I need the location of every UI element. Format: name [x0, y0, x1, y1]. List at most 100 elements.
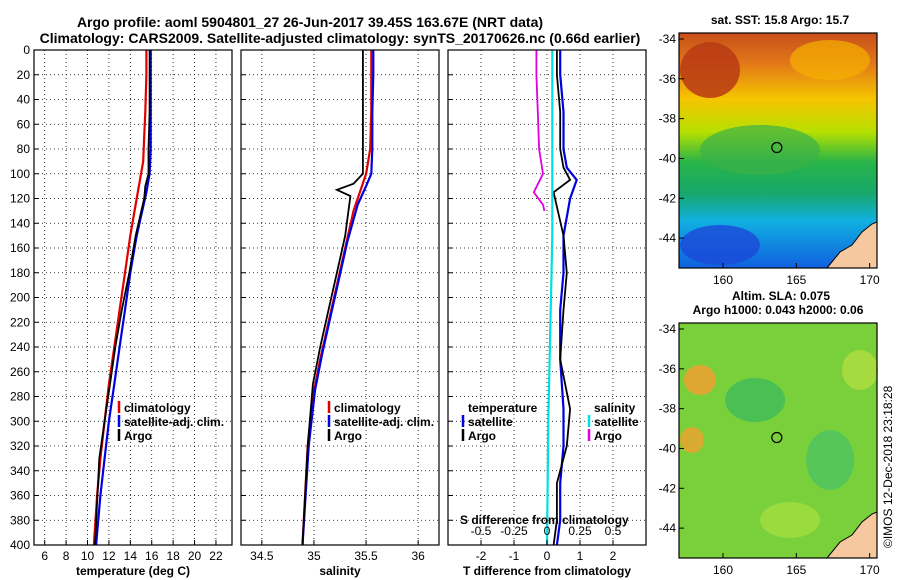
x-tick-label: 35.5 — [354, 549, 378, 563]
x-tick-label: 22 — [209, 549, 223, 563]
y-tick-label: 80 — [17, 142, 31, 156]
temperature-panel: 6 8 10 12 14 16 18 20 22 temperature (deg C) 0 20 40… — [10, 43, 233, 578]
sla-map-title-line1: Altim. SLA: 0.075 — [732, 289, 830, 303]
y-tick-label: 260 — [10, 365, 30, 379]
map-frame — [678, 32, 878, 269]
watermark: ©IMOS 12-Dec-2018 23:18:28 — [881, 385, 895, 548]
secondary-axis-label: S difference from climatology — [460, 513, 629, 527]
series-s-argo — [532, 50, 546, 212]
salinity-panel: 34.5 35 35.5 36 salinity — [240, 49, 440, 578]
x-tick-label: 1 — [577, 549, 584, 563]
y-tick-label: 240 — [10, 340, 30, 354]
y-tick-label: 280 — [10, 390, 30, 404]
legend-t-satellite: satellite — [468, 415, 513, 429]
sst-cold-patch — [680, 225, 760, 265]
profile-location-marker — [771, 141, 783, 154]
series-s-satellite — [545, 50, 554, 546]
y-tick-label: 300 — [10, 414, 30, 428]
x-axis-label: temperature (deg C) — [76, 564, 190, 578]
map-x-tick-label: 165 — [786, 563, 806, 577]
sla-low-patch — [806, 430, 854, 490]
map-y-tick-label: -34 — [659, 322, 677, 336]
salinity-legend: climatology satellite-adj. clim. Argo — [327, 401, 434, 443]
y-tick-label: 100 — [10, 167, 30, 181]
series-argo — [301, 50, 364, 546]
map-frame — [678, 322, 878, 559]
x-axis-label: T difference from climatology — [463, 564, 631, 578]
y-tick-label: 0 — [23, 43, 30, 57]
legend-argo: Argo — [334, 429, 362, 443]
y-tick-label: 340 — [10, 464, 30, 478]
sst-warm-patch — [790, 40, 870, 80]
x-tick-label: 18 — [166, 549, 180, 563]
map-y-tick-label: -44 — [659, 521, 677, 535]
series-t-argo — [552, 50, 572, 546]
sla-low-patch — [725, 378, 785, 422]
title-line1: Argo profile: aoml 5904801_27 26-Jun-201… — [77, 14, 543, 30]
map-y-tick-label: -42 — [659, 191, 677, 205]
sla-map-title-line2: Argo h1000: 0.043 h2000: 0.06 — [693, 303, 864, 317]
sst-map: 160 165 170 -34 -36 -38 -40 -42 -44 — [659, 32, 880, 287]
x-tick-label: 2 — [610, 549, 617, 563]
x-tick-label: 12 — [102, 549, 116, 563]
legend-s-satellite: satellite — [594, 415, 639, 429]
sst-map-title: sat. SST: 15.8 Argo: 15.7 — [711, 13, 850, 27]
x-tick-label: 0 — [544, 549, 551, 563]
x-tick-label: 35 — [307, 549, 321, 563]
legend-argo: Argo — [124, 429, 152, 443]
sla-high-patch — [680, 427, 704, 453]
title-line2: Climatology: CARS2009. Satellite-adjuste… — [40, 30, 641, 46]
map-y-tick-label: -36 — [659, 72, 677, 86]
map-y-tick-label: -34 — [659, 32, 677, 46]
x-tick-label: 10 — [81, 549, 95, 563]
map-x-tick-label: 170 — [860, 273, 880, 287]
series-climatology — [301, 50, 373, 546]
temperature-legend: climatology satellite-adj. clim. Argo — [117, 401, 224, 443]
y-tick-label: 200 — [10, 291, 30, 305]
y-tick-label: 60 — [17, 117, 31, 131]
map-y-tick-label: -38 — [659, 112, 677, 126]
secondary-x-tick-label: 0.25 — [568, 524, 592, 538]
map-y-tick-label: -44 — [659, 231, 677, 245]
map-y-tick-label: -36 — [659, 362, 677, 376]
profile-location-marker — [771, 431, 783, 444]
map-y-tick-label: -40 — [659, 441, 677, 455]
y-tick-label: 220 — [10, 315, 30, 329]
y-tick-label: 320 — [10, 439, 30, 453]
y-tick-label: 380 — [10, 513, 30, 527]
x-tick-label: 36 — [411, 549, 425, 563]
y-tick-label: 400 — [10, 538, 30, 552]
series-satellite-adj-clim- — [95, 50, 152, 546]
y-tick-label: 20 — [17, 68, 31, 82]
legend-climatology: climatology — [124, 401, 191, 415]
map-y-tick-label: -42 — [659, 481, 677, 495]
x-tick-label: 20 — [188, 549, 202, 563]
series-satellite-adj-clim- — [301, 50, 375, 546]
sst-cool-patch — [700, 125, 820, 175]
legend-satellite: satellite-adj. clim. — [334, 415, 434, 429]
y-tick-label: 360 — [10, 489, 30, 503]
map-y-tick-label: -40 — [659, 151, 677, 165]
x-tick-label: 16 — [145, 549, 159, 563]
y-tick-label: 120 — [10, 192, 30, 206]
legend-salinity-heading: salinity — [594, 401, 636, 415]
sla-high-patch — [760, 502, 820, 538]
x-tick-label: -2 — [476, 549, 487, 563]
y-tick-label: 180 — [10, 266, 30, 280]
x-tick-label: 14 — [124, 549, 138, 563]
y-tick-label: 160 — [10, 241, 30, 255]
x-tick-label: 34.5 — [250, 549, 274, 563]
x-tick-label: 8 — [63, 549, 70, 563]
map-y-tick-label: -38 — [659, 402, 677, 416]
map-x-tick-label: 160 — [713, 563, 733, 577]
sst-warm-patch — [680, 42, 740, 98]
secondary-x-tick-label: -0.5 — [471, 524, 492, 538]
secondary-x-tick-label: 0.5 — [605, 524, 622, 538]
secondary-x-tick-label: -0.25 — [500, 524, 528, 538]
map-x-tick-label: 165 — [786, 273, 806, 287]
y-tick-label: 140 — [10, 216, 30, 230]
sla-map: 160 165 170 -34 -36 -38 -40 -42 -44 — [659, 322, 880, 577]
legend-satellite: satellite-adj. clim. — [124, 415, 224, 429]
series-argo — [94, 50, 151, 546]
